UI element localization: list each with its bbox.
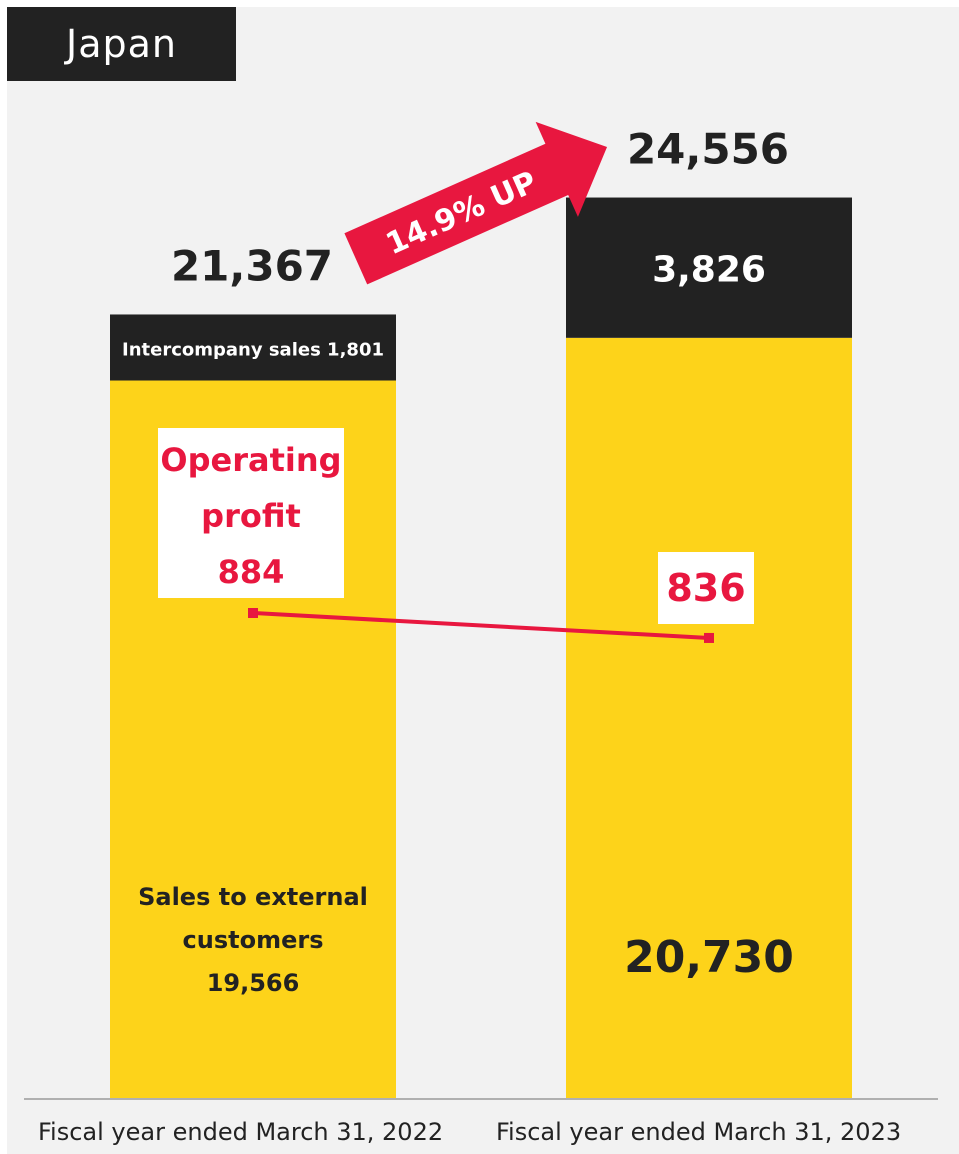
bar-intercompany-1 xyxy=(110,314,396,381)
operating-profit-title-line1: Operating xyxy=(160,441,342,479)
operating-profit-point-1 xyxy=(248,608,258,618)
region-title: Japan xyxy=(66,22,177,66)
operating-profit-box-1: Operating profit 884 xyxy=(158,428,344,598)
external-sales-value-1: 19,566 xyxy=(206,969,300,997)
total-label-1: 21,367 xyxy=(171,241,333,290)
growth-arrow-shape xyxy=(344,121,608,285)
bar-external-2 xyxy=(566,337,852,1098)
region-title-box: Japan xyxy=(7,7,236,81)
operating-profit-box-2: 836 xyxy=(658,552,754,624)
external-sales-value-2: 20,730 xyxy=(624,932,794,983)
operating-profit-title-line2: profit xyxy=(201,497,301,535)
intercompany-label-2: 3,826 xyxy=(652,250,766,291)
external-sales-label-line2: customers xyxy=(182,926,324,954)
bar-intercompany-2 xyxy=(566,197,852,338)
total-label-2: 24,556 xyxy=(627,125,789,174)
operating-profit-line xyxy=(252,611,710,640)
external-sales-label: Sales to external customers 19,566 xyxy=(110,876,396,1005)
operating-profit-point-2 xyxy=(704,632,714,643)
x-tick-label-1: Fiscal year ended March 31, 2022 xyxy=(38,1118,444,1146)
x-tick-label-2: Fiscal year ended March 31, 2023 xyxy=(496,1118,902,1146)
intercompany-label-1: Intercompany sales 1,801 xyxy=(122,339,384,360)
operating-profit-value-1: 884 xyxy=(217,553,285,591)
external-sales-label-line1: Sales to external xyxy=(138,883,368,911)
operating-profit-value-2: 836 xyxy=(666,566,746,610)
